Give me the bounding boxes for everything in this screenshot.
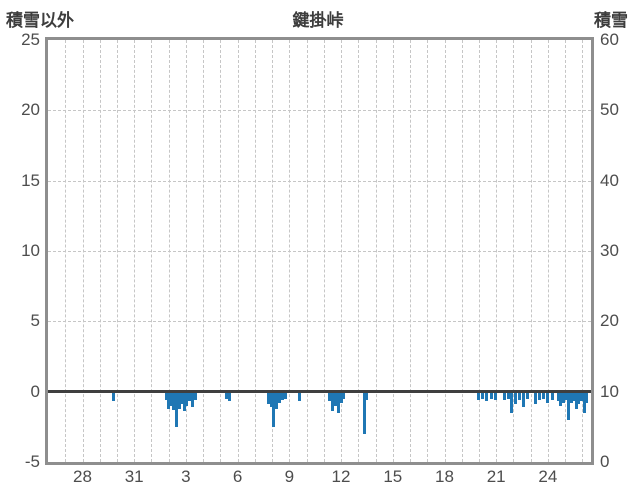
data-bar [362,391,366,434]
data-bar [342,391,346,399]
x-axis-tick-label: 9 [284,467,295,486]
left-axis-tick-label: 25 [21,30,40,49]
data-bar [561,391,565,403]
data-bar [580,391,583,402]
data-bar [510,391,514,413]
data-bar [277,391,281,403]
data-bar [228,391,232,402]
data-bar [542,391,546,399]
x-axis-tick-label: 18 [435,467,454,486]
data-bar [187,391,191,402]
data-bar [330,391,334,412]
data-bar [533,391,537,405]
data-bar [537,391,541,401]
left-axis-tick-label: 0 [30,381,40,401]
chart-title: 鍵掛峠 [292,11,344,30]
right-axis-tick-label: 20 [600,311,619,331]
data-bar [525,391,529,399]
data-bar [518,391,521,401]
right-axis-tick-label: 30 [600,241,619,260]
data-bar [112,391,115,402]
x-axis-tick-label: 28 [73,467,92,486]
left-axis-tick-label: 20 [21,100,40,120]
left-axis-tick-label: -5 [24,452,40,471]
right-axis-tick-label: 60 [600,30,619,49]
data-bar [556,391,560,402]
data-bar [493,391,497,401]
data-bar [506,391,510,399]
data-bar [572,391,576,402]
data-bar [365,391,369,401]
data-bar [177,391,181,409]
data-bar [564,391,568,401]
x-axis-tick-label: 21 [486,467,506,486]
data-bar [546,391,550,403]
x-axis-tick-label: 12 [331,467,351,486]
data-bar [476,391,480,401]
left-axis-tick-label: 15 [21,170,40,190]
data-bar [327,391,331,402]
data-bar [274,391,278,409]
data-bar [167,391,171,409]
data-bar [513,391,517,405]
data-bar [169,391,173,406]
horizontal-gridline [48,180,591,182]
x-axis-tick-label: 6 [232,467,243,486]
right-axis-tick-label: 50 [600,100,619,120]
left-axis-tick-label: 5 [30,311,40,331]
x-axis-tick-label: 15 [383,467,403,486]
left-axis-tick-label: 10 [21,241,40,260]
data-bar [585,391,589,403]
data-bar [180,391,184,405]
x-axis-tick-label: 24 [538,467,558,486]
data-bar [172,391,176,410]
data-bar [503,391,507,401]
data-bar [174,391,178,427]
data-bar [269,391,273,408]
data-bar [489,391,493,399]
data-bar [272,391,276,427]
left-axis-title: 積雪以外 [6,11,74,30]
data-bar [298,391,302,402]
data-bar [522,391,526,408]
right-axis-title: 積雪 [594,11,628,30]
data-bar [280,391,284,401]
horizontal-gridline [48,110,591,112]
horizontal-gridline [48,251,591,252]
data-bar [339,391,343,403]
x-axis-tick-label: 3 [181,467,191,486]
data-bar [550,391,554,401]
data-bar [567,391,571,420]
right-axis-tick-label: 10 [600,381,619,401]
data-bar [185,391,189,406]
data-bar [182,391,186,412]
horizontal-gridline [48,321,591,323]
x-axis-tick-label: 31 [124,467,144,486]
data-bar [191,391,195,408]
data-bar [164,391,168,401]
data-bar [569,391,573,403]
data-bar [577,391,581,405]
right-axis-tick-label: 0 [600,452,610,471]
right-axis-tick-label: 40 [600,170,619,190]
data-bar [485,391,489,402]
data-bar [480,391,484,399]
data-bar [267,391,271,405]
data-bar [582,391,586,413]
data-bar [333,391,337,406]
data-bar [559,391,563,406]
data-bar [574,391,578,409]
data-bar [224,391,228,399]
zero-axis-line [48,390,591,394]
data-bar [193,391,197,401]
data-bar [337,391,340,413]
plot-area [45,37,594,465]
data-bar [284,391,288,399]
